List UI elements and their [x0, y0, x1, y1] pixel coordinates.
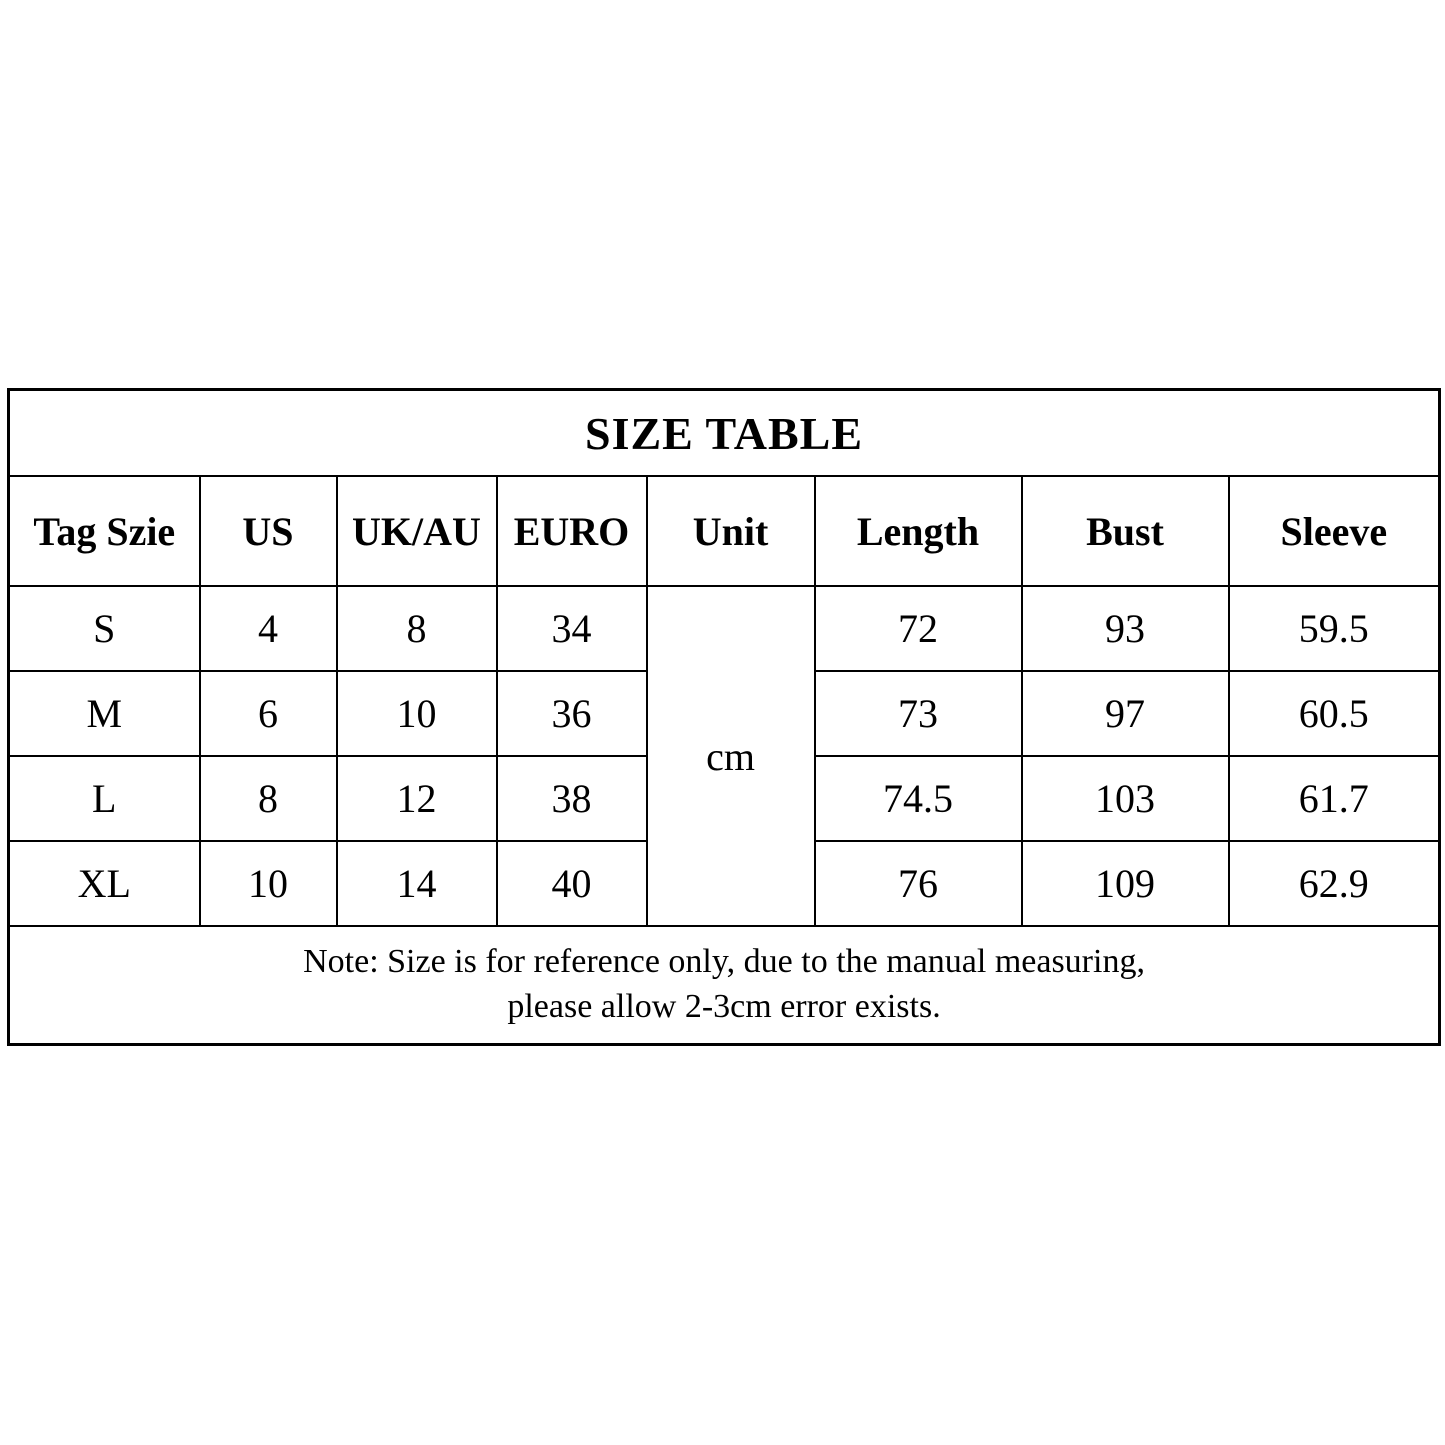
- cell-m-length: 73: [813, 670, 1023, 757]
- cell-l-length: 74.5: [813, 755, 1023, 842]
- col-header-uk-au: UK/AU: [335, 475, 498, 587]
- size-table: SIZE TABLE Tag Szie US UK/AU EURO Unit L…: [7, 388, 1442, 1046]
- cell-s-us: 4: [198, 585, 338, 672]
- note-row: Note: Size is for reference only, due to…: [7, 925, 1441, 1046]
- cell-l-uk-au: 12: [335, 755, 498, 842]
- col-header-bust: Bust: [1020, 475, 1230, 587]
- cell-l-euro: 38: [495, 755, 648, 842]
- cell-xl-bust: 109: [1020, 840, 1230, 927]
- cell-m-bust: 97: [1020, 670, 1230, 757]
- note-cell: Note: Size is for reference only, due to…: [7, 925, 1441, 1046]
- note-line-1: Note: Size is for reference only, due to…: [303, 943, 1145, 981]
- cell-m-uk-au: 10: [335, 670, 498, 757]
- cell-l-us: 8: [198, 755, 338, 842]
- cell-xl-tag-size: XL: [7, 840, 201, 927]
- table-row-l: L 8 12 38 74.5 103 61.7: [7, 755, 1441, 842]
- col-header-unit: Unit: [645, 475, 816, 587]
- cell-m-sleeve: 60.5: [1227, 670, 1441, 757]
- col-header-tag-size: Tag Szie: [7, 475, 201, 587]
- cell-l-bust: 103: [1020, 755, 1230, 842]
- title-row: SIZE TABLE: [7, 388, 1441, 477]
- cell-unit-cm: cm: [645, 585, 816, 927]
- cell-xl-euro: 40: [495, 840, 648, 927]
- cell-xl-uk-au: 14: [335, 840, 498, 927]
- cell-xl-us: 10: [198, 840, 338, 927]
- cell-s-length: 72: [813, 585, 1023, 672]
- table-row-xl: XL 10 14 40 76 109 62.9: [7, 840, 1441, 927]
- table-row-s: S 4 8 34 cm 72 93 59.5: [7, 585, 1441, 927]
- table-title: SIZE TABLE: [7, 388, 1441, 477]
- col-header-us: US: [198, 475, 338, 587]
- cell-l-sleeve: 61.7: [1227, 755, 1441, 842]
- header-row: Tag Szie US UK/AU EURO Unit Length Bust …: [7, 475, 1441, 587]
- col-header-euro: EURO: [495, 475, 648, 587]
- cell-s-sleeve: 59.5: [1227, 585, 1441, 672]
- cell-m-tag-size: M: [7, 670, 201, 757]
- col-header-length: Length: [813, 475, 1023, 587]
- cell-s-bust: 93: [1020, 585, 1230, 672]
- table-row-m: M 6 10 36 73 97 60.5: [7, 670, 1441, 757]
- col-header-sleeve: Sleeve: [1227, 475, 1441, 587]
- cell-m-us: 6: [198, 670, 338, 757]
- cell-s-tag-size: S: [7, 585, 201, 672]
- cell-xl-sleeve: 62.9: [1227, 840, 1441, 927]
- cell-l-tag-size: L: [7, 755, 201, 842]
- cell-s-uk-au: 8: [335, 585, 498, 672]
- note-line-2: please allow 2-3cm error exists.: [507, 988, 941, 1025]
- cell-xl-length: 76: [813, 840, 1023, 927]
- cell-m-euro: 36: [495, 670, 648, 757]
- cell-s-euro: 34: [495, 585, 648, 672]
